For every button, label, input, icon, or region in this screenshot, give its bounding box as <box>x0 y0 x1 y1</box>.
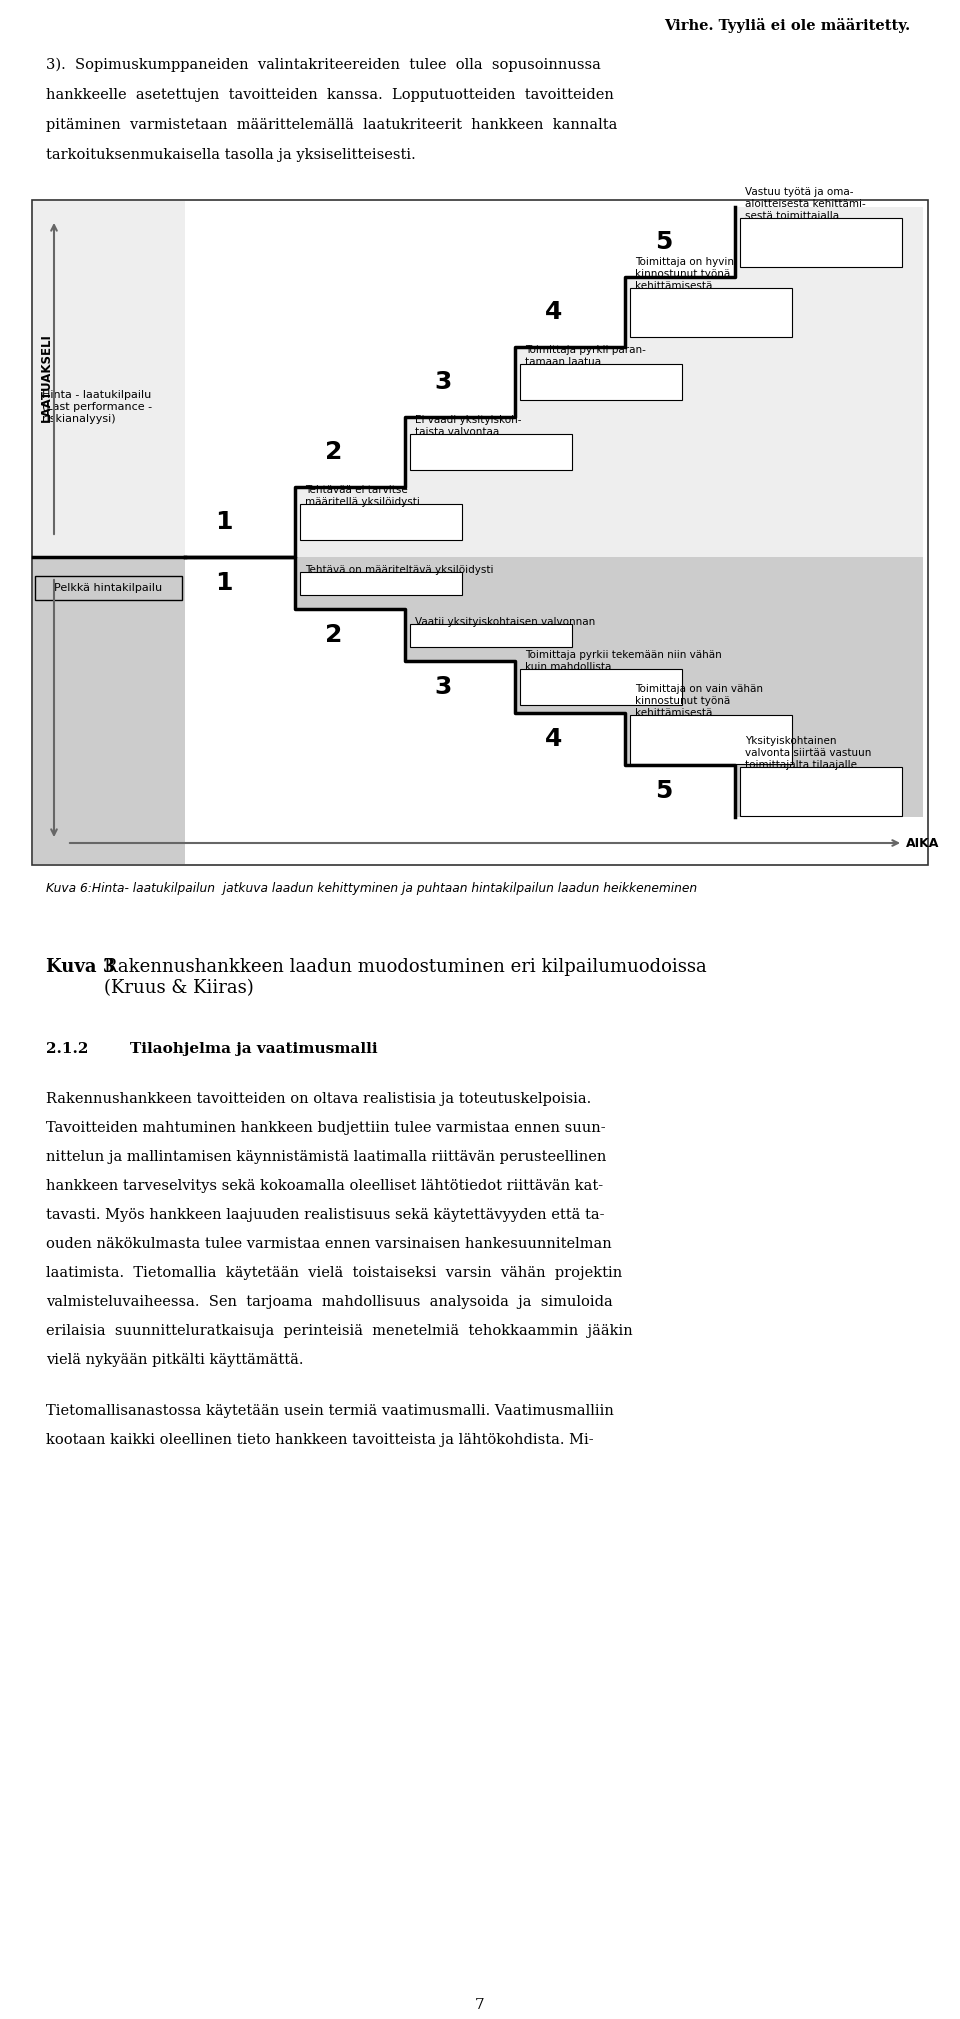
Text: 1: 1 <box>215 571 232 596</box>
Polygon shape <box>33 202 185 557</box>
Text: LAATUAKSELI: LAATUAKSELI <box>39 333 53 422</box>
Text: tavasti. Myös hankkeen laajuuden realistisuus sekä käytettävyyden että ta-: tavasti. Myös hankkeen laajuuden realist… <box>46 1207 605 1221</box>
Text: Ei vaadi yksityiskoh-
taista valvontaa: Ei vaadi yksityiskoh- taista valvontaa <box>415 416 521 436</box>
Text: Pelkkä hintakilpailu: Pelkkä hintakilpailu <box>55 583 162 594</box>
Text: ouden näkökulmasta tulee varmistaa ennen varsinaisen hankesuunnitelman: ouden näkökulmasta tulee varmistaa ennen… <box>46 1238 612 1252</box>
Text: hankkeelle  asetettujen  tavoitteiden  kanssa.  Lopputuotteiden  tavoitteiden: hankkeelle asetettujen tavoitteiden kans… <box>46 89 613 103</box>
FancyBboxPatch shape <box>740 767 902 816</box>
FancyBboxPatch shape <box>520 668 682 705</box>
Text: Tehtävä on määriteltävä yksilöidysti: Tehtävä on määriteltävä yksilöidysti <box>305 565 493 575</box>
Text: Toimittaja pyrkii tekemään niin vähän
kuin mahdollista: Toimittaja pyrkii tekemään niin vähän ku… <box>525 650 722 672</box>
FancyBboxPatch shape <box>410 434 572 470</box>
Text: AIKA: AIKA <box>906 836 940 850</box>
FancyBboxPatch shape <box>32 200 928 864</box>
Text: 2: 2 <box>324 440 342 464</box>
Text: Toimittaja pyrkii paran-
tamaan laatua: Toimittaja pyrkii paran- tamaan laatua <box>525 345 646 367</box>
Text: Hinta - laatukilpailu
(Last performance -
riskianalyysi): Hinta - laatukilpailu (Last performance … <box>42 390 152 424</box>
Text: Tietomallisanastossa käytetään usein termiä vaatimusmalli. Vaatimusmalliin: Tietomallisanastossa käytetään usein ter… <box>46 1403 613 1417</box>
Text: Rakennushankkeen tavoitteiden on oltava realistisia ja toteutuskelpoisia.: Rakennushankkeen tavoitteiden on oltava … <box>46 1092 591 1106</box>
Text: Vaatii yksityiskohtaisen valvonnan: Vaatii yksityiskohtaisen valvonnan <box>415 616 595 626</box>
Text: valmisteluvaiheessa.  Sen  tarjoama  mahdollisuus  analysoida  ja  simuloida: valmisteluvaiheessa. Sen tarjoama mahdol… <box>46 1294 612 1308</box>
Text: 3: 3 <box>435 369 452 394</box>
FancyBboxPatch shape <box>35 575 182 600</box>
Text: Tehtävää ei tarvitse
määritellä yksilöidysti: Tehtävää ei tarvitse määritellä yksilöid… <box>305 485 420 507</box>
Text: Virhe. Tyyliä ei ole määritetty.: Virhe. Tyyliä ei ole määritetty. <box>664 18 910 32</box>
Text: Toimittaja on vain vähän
kinnostunut työnä
kehittämisestä: Toimittaja on vain vähän kinnostunut työ… <box>635 684 763 717</box>
Text: erilaisia  suunnitteluratkaisuja  perinteisiä  menetelmiä  tehokkaammin  jääkin: erilaisia suunnitteluratkaisuja perintei… <box>46 1324 633 1339</box>
Text: laatimista.  Tietomallia  käytetään  vielä  toistaiseksi  varsin  vähän  projekt: laatimista. Tietomallia käytetään vielä … <box>46 1266 622 1280</box>
Text: 2: 2 <box>324 624 342 646</box>
Text: 1: 1 <box>215 511 232 533</box>
FancyBboxPatch shape <box>410 624 572 646</box>
Text: Kuva 3: Kuva 3 <box>46 957 115 975</box>
FancyBboxPatch shape <box>520 363 682 400</box>
Text: Kuva 6:Hinta- laatukilpailun  jatkuva laadun kehittyminen ja puhtaan hintakilpai: Kuva 6:Hinta- laatukilpailun jatkuva laa… <box>46 882 697 894</box>
FancyBboxPatch shape <box>630 715 792 763</box>
Text: 3).  Sopimuskumppaneiden  valintakriteereiden  tulee  olla  sopusoinnussa: 3). Sopimuskumppaneiden valintakriteerei… <box>46 59 601 73</box>
FancyBboxPatch shape <box>300 505 462 539</box>
Text: 5: 5 <box>655 779 672 804</box>
Text: Toimittaja on hyvin
kinnostunut työnä
kehittämisestä: Toimittaja on hyvin kinnostunut työnä ke… <box>635 256 734 291</box>
Text: nittelun ja mallintamisen käynnistämistä laatimalla riittävän perusteellinen: nittelun ja mallintamisen käynnistämistä… <box>46 1151 607 1165</box>
FancyBboxPatch shape <box>740 218 902 267</box>
Text: Yksityiskohtainen
valvonta siirtää vastuun
toimittajalta tilaajalle: Yksityiskohtainen valvonta siirtää vastu… <box>745 737 872 769</box>
Text: Tavoitteiden mahtuminen hankkeen budjettiin tulee varmistaa ennen suun-: Tavoitteiden mahtuminen hankkeen budjett… <box>46 1121 606 1135</box>
Text: 5: 5 <box>655 230 672 254</box>
Text: 3: 3 <box>435 674 452 699</box>
Text: Vastuu työtä ja oma-
aloitteisesta kehittämi-
sestä toimittaialla: Vastuu työtä ja oma- aloitteisesta kehit… <box>745 188 866 220</box>
FancyBboxPatch shape <box>300 571 462 594</box>
FancyBboxPatch shape <box>630 287 792 337</box>
Text: 7: 7 <box>475 1999 485 2013</box>
Text: 4: 4 <box>545 727 563 751</box>
Text: kootaan kaikki oleellinen tieto hankkeen tavoitteista ja lähtökohdista. Mi-: kootaan kaikki oleellinen tieto hankkeen… <box>46 1433 593 1448</box>
Text: 2.1.2: 2.1.2 <box>46 1042 88 1056</box>
Text: tarkoituksenmukaisella tasolla ja yksiselitteisesti.: tarkoituksenmukaisella tasolla ja yksise… <box>46 147 416 162</box>
Text: pitäminen  varmistetaan  määrittelemällä  laatukriteerit  hankkeen  kannalta: pitäminen varmistetaan määrittelemällä l… <box>46 117 617 131</box>
Text: Rakennushankkeen laadun muodostuminen eri kilpailumuodoissa
(Kruus & Kiiras): Rakennushankkeen laadun muodostuminen er… <box>104 957 707 997</box>
Polygon shape <box>33 557 185 864</box>
Text: Tilaohjelma ja vaatimusmalli: Tilaohjelma ja vaatimusmalli <box>130 1042 377 1056</box>
Polygon shape <box>185 208 923 557</box>
Text: vielä nykyään pitkälti käyttämättä.: vielä nykyään pitkälti käyttämättä. <box>46 1353 303 1367</box>
Text: 4: 4 <box>545 301 563 323</box>
Text: hankkeen tarveselvitys sekä kokoamalla oleelliset lähtötiedot riittävän kat-: hankkeen tarveselvitys sekä kokoamalla o… <box>46 1179 603 1193</box>
Polygon shape <box>185 557 923 818</box>
